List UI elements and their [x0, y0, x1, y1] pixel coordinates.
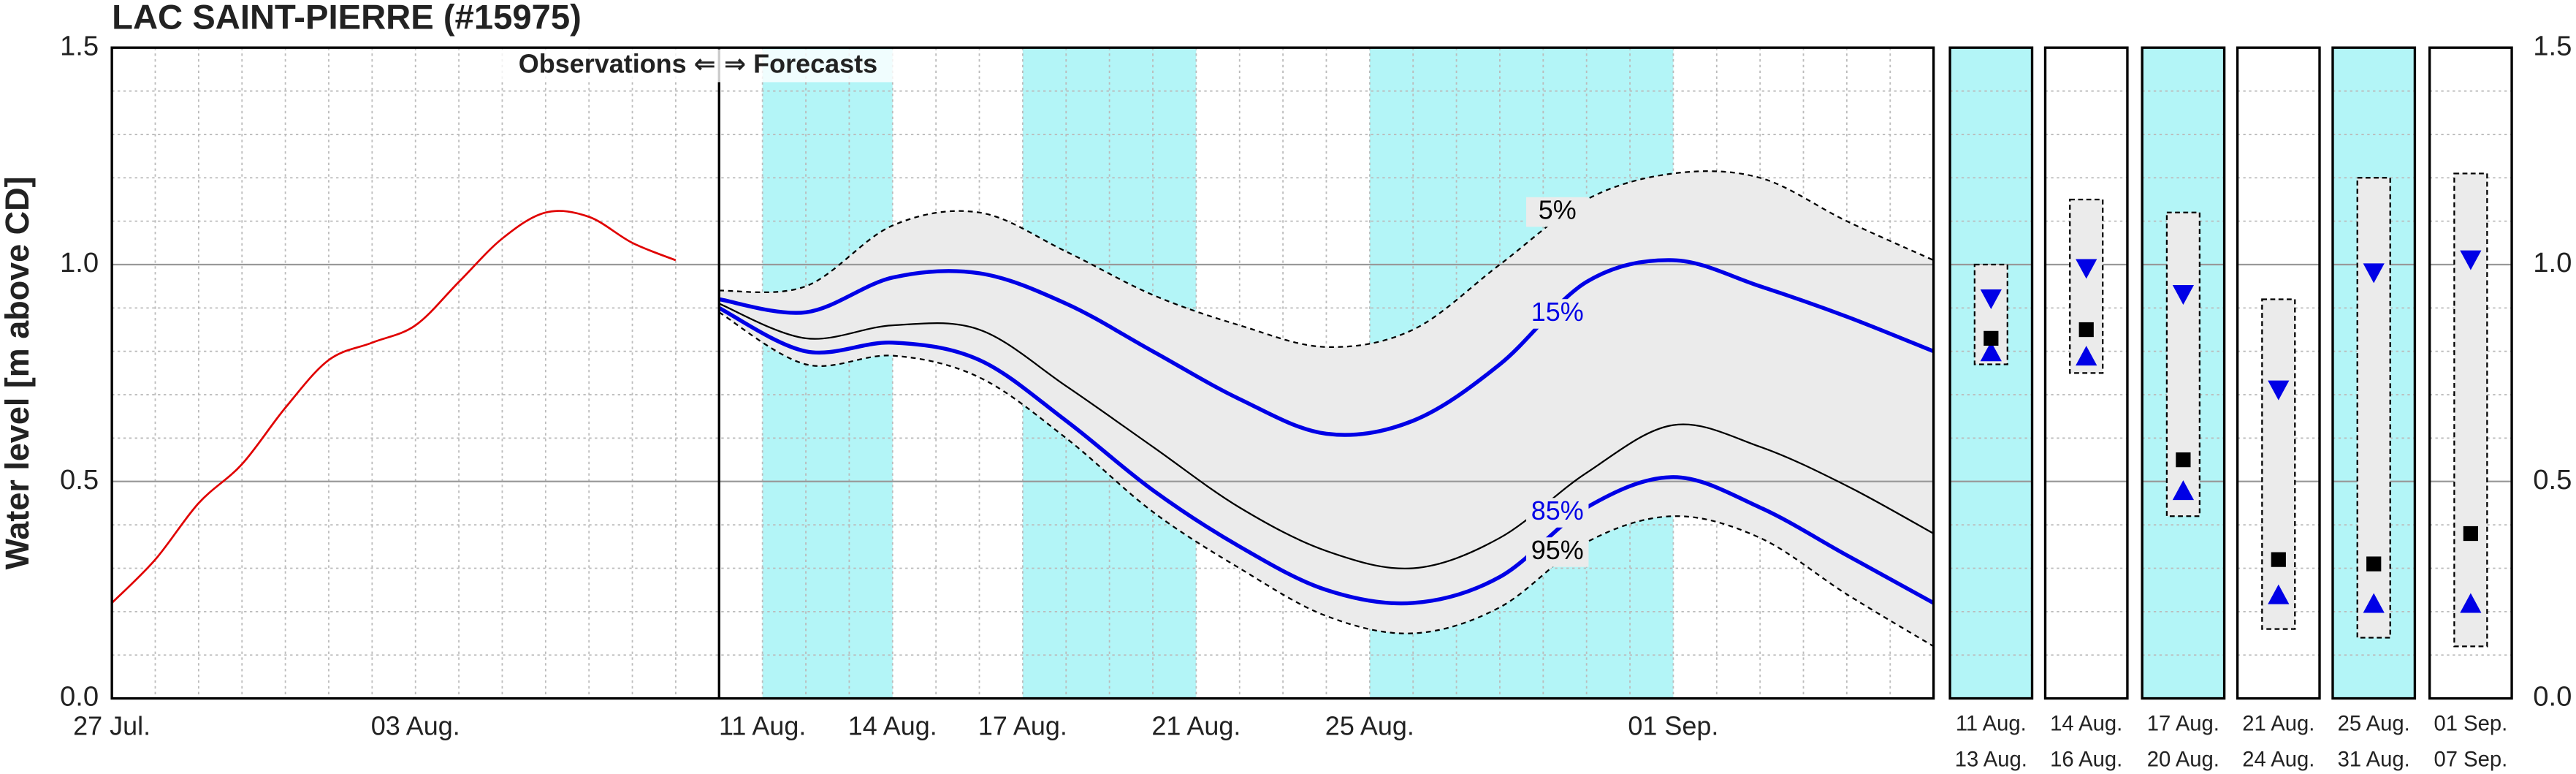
y-tick-label: 1.5 [60, 30, 99, 61]
panel-date-label: 16 Aug. [2050, 748, 2122, 772]
panel-date-label: 17 Aug. [2147, 712, 2219, 735]
forecast-band [719, 171, 1934, 647]
upper-marker [2268, 380, 2290, 401]
y-tick-label: 0.5 [60, 464, 99, 496]
panel-date-label: 13 Aug. [1955, 748, 2027, 772]
lower-marker [2460, 593, 2482, 613]
x-tick-label: 17 Aug. [978, 711, 1067, 741]
median-marker [2078, 322, 2094, 338]
x-tick-label: 11 Aug. [719, 711, 806, 741]
median-marker [1984, 330, 1999, 346]
x-tick-label: 14 Aug. [848, 711, 937, 741]
lower-marker [1980, 341, 2002, 362]
series-label: 95% [1531, 535, 1584, 565]
y-axis-label: Water level [m above CD] [0, 176, 36, 569]
x-tick-label: 21 Aug. [1151, 711, 1241, 741]
x-tick-label: 01 Sep. [1628, 711, 1718, 741]
observation-line [111, 210, 677, 604]
weekend-shade [762, 48, 893, 699]
median-marker [2366, 556, 2382, 572]
series-label-bg [1526, 197, 1589, 227]
upper-marker [2363, 263, 2385, 284]
series-label: 15% [1531, 297, 1584, 327]
upper-marker [2460, 250, 2482, 270]
annotation: ⇒ Forecasts [724, 48, 877, 78]
panel-frame [1948, 46, 2034, 700]
x-tick-label: 27 Jul. [73, 711, 150, 741]
lower-marker [2076, 346, 2097, 366]
panel-frame [2043, 46, 2129, 700]
series-label-bg [1526, 498, 1589, 528]
lower-marker [2363, 593, 2385, 613]
annotation: Observations ⇐ [519, 48, 716, 78]
x-tick-label: 25 Aug. [1325, 711, 1414, 741]
y-tick-label-right: 1.0 [2533, 247, 2572, 278]
series-label: 5% [1539, 195, 1577, 225]
panel-date-label: 20 Aug. [2147, 748, 2219, 772]
panel-range-box [2261, 298, 2296, 630]
panel-range-box [2069, 198, 2104, 374]
x-tick-label: 03 Aug. [371, 711, 460, 741]
y-tick-label-right: 0.0 [2533, 681, 2572, 713]
panel-frame [2141, 46, 2226, 700]
panel-date-label: 07 Sep. [2434, 748, 2507, 772]
median-marker [2463, 526, 2478, 542]
median-marker [2271, 552, 2286, 567]
forecast-line [718, 258, 1935, 437]
y-tick-label: 1.0 [60, 247, 99, 278]
forecast-line [718, 303, 1935, 570]
panel-frame [2331, 46, 2417, 700]
panel-background [1950, 48, 2032, 699]
panel-date-label: 25 Aug. [2338, 712, 2410, 735]
chart-title: LAC SAINT-PIERRE (#15975) [112, 0, 582, 37]
y-tick-label-right: 0.5 [2533, 464, 2572, 496]
forecast-line [718, 311, 1935, 648]
panel-frame [2236, 46, 2321, 700]
panel-date-label: 24 Aug. [2242, 748, 2314, 772]
lower-marker [2268, 584, 2290, 604]
y-tick-label-right: 1.5 [2533, 30, 2572, 61]
series-label: 85% [1531, 496, 1584, 526]
panel-date-label: 14 Aug. [2050, 712, 2122, 735]
panel-date-label: 01 Sep. [2434, 712, 2507, 735]
series-label-bg [1526, 537, 1589, 567]
plot-frame [110, 46, 1935, 700]
y-tick-label: 0.0 [60, 681, 99, 713]
lower-marker [2172, 480, 2194, 501]
panel-date-label: 21 Aug. [2242, 712, 2314, 735]
panel-range-box [2165, 211, 2200, 517]
median-marker [2176, 452, 2191, 468]
panel-range-box [2453, 172, 2488, 648]
annotation-bg [468, 49, 921, 83]
forecast-line [718, 306, 1935, 606]
panel-date-label: 11 Aug. [1956, 712, 2027, 735]
upper-marker [2172, 285, 2194, 306]
panel-frame [2428, 46, 2513, 700]
upper-marker [1980, 289, 2002, 309]
upper-marker [2076, 259, 2097, 279]
panel-date-label: 31 Aug. [2338, 748, 2410, 772]
series-label-bg [1526, 299, 1589, 329]
